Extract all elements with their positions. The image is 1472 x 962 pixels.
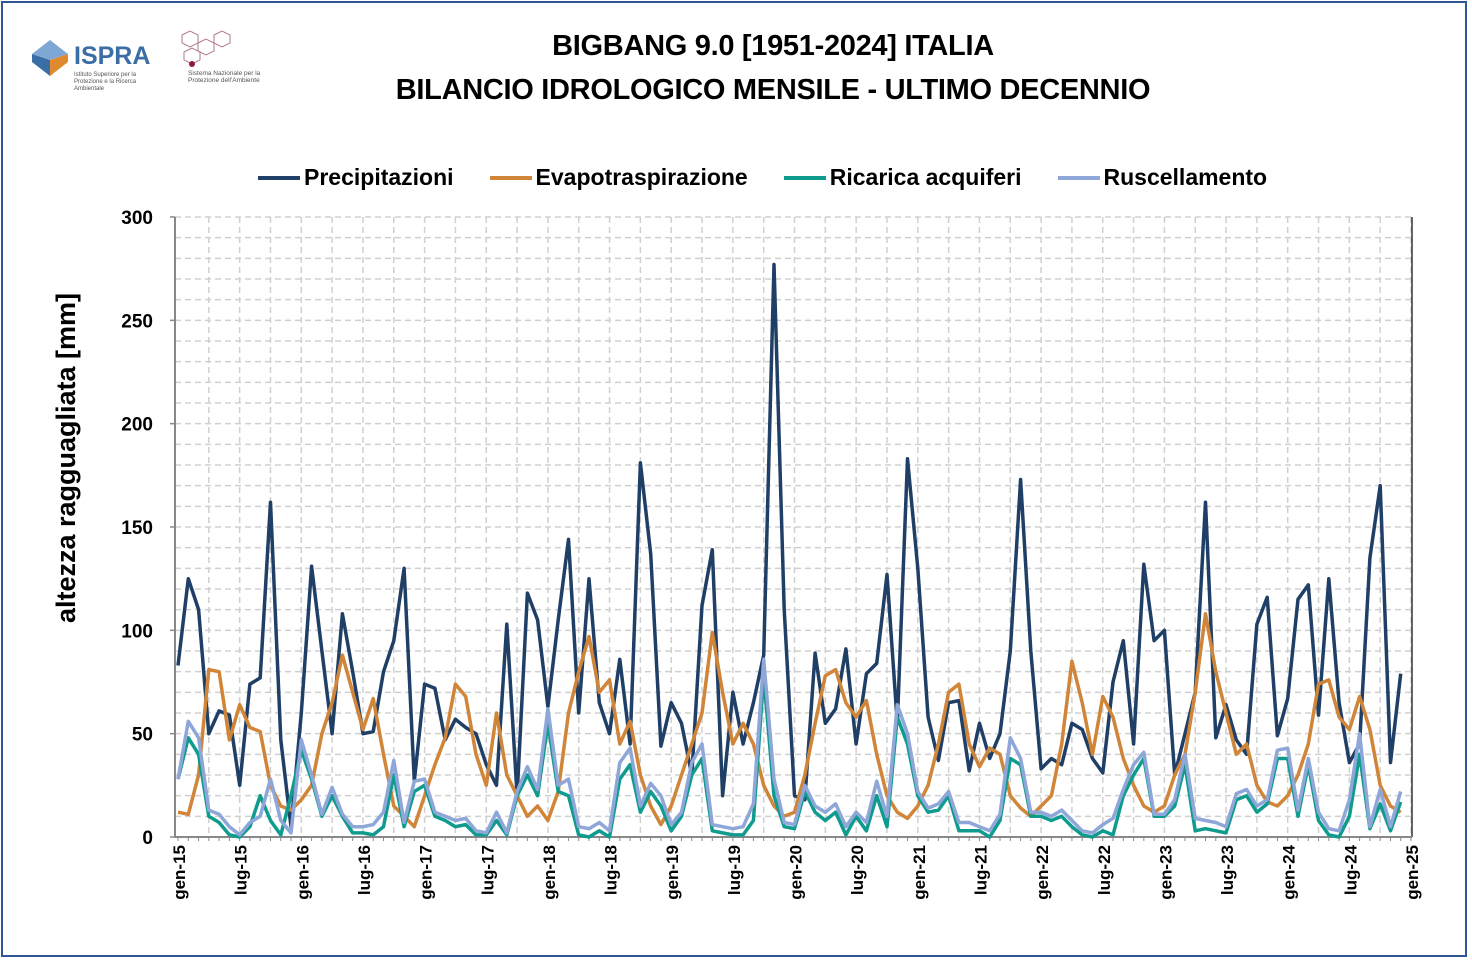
- legend-swatch: [783, 175, 826, 180]
- legend-swatch: [1057, 175, 1100, 180]
- series-line-ricarica-acquiferi: [176, 674, 1403, 839]
- x-tick-label: lug-15: [232, 845, 251, 895]
- x-tick-label: lug-19: [725, 845, 744, 895]
- x-tick-label: gen-24: [1280, 844, 1299, 899]
- ispra-diamond-icon: [32, 40, 68, 76]
- x-tick-label: lug-16: [355, 845, 374, 895]
- y-tick-label: 100: [121, 621, 153, 642]
- legend-label: Ruscellamento: [1103, 164, 1268, 190]
- legend-label: Evapotraspirazione: [535, 164, 748, 190]
- snpa-logo-subtitle: Sistema Nazionale per la Protezione dell…: [188, 70, 261, 84]
- x-tick-label: gen-22: [1033, 845, 1052, 900]
- chart-title-line1: BIGBANG 9.0 [1951-2024] ITALIA: [552, 30, 994, 62]
- x-tick-label: lug-22: [1095, 845, 1114, 895]
- legend-swatch: [258, 175, 300, 180]
- series-line-evapotraspirazione: [177, 612, 1402, 829]
- x-tick-label: gen-23: [1156, 845, 1175, 900]
- x-tick-label: lug-21: [971, 845, 990, 895]
- x-tick-label: gen-18: [540, 845, 559, 900]
- chart-title-line2: BILANCIO IDROLOGICO MENSILE - ULTIMO DEC…: [395, 74, 1151, 106]
- x-tick-label: lug-20: [848, 845, 867, 895]
- y-tick-label: 50: [132, 725, 153, 746]
- legend-label: Precipitazioni: [304, 164, 454, 190]
- ispra-logo-text: ISPRA: [74, 42, 151, 70]
- x-tick-label: lug-18: [602, 845, 621, 895]
- x-tick-label: lug-24: [1341, 844, 1360, 895]
- y-tick-label: 0: [142, 828, 153, 849]
- x-tick-label: gen-20: [787, 845, 806, 900]
- y-tick-label: 300: [121, 208, 153, 229]
- ispra-logo-subtitle: Istituto Superiore per la Protezione e l…: [74, 72, 137, 92]
- x-tick-label: gen-19: [663, 845, 682, 900]
- x-tick-label: gen-21: [910, 845, 929, 900]
- x-tick-label: gen-15: [170, 845, 189, 900]
- legend-item-ricarica: Ricarica acquiferi: [783, 164, 1022, 191]
- y-axis-label: altezza ragguagliata [mm]: [51, 293, 81, 623]
- legend-item-ruscellamento: Ruscellamento: [1057, 164, 1268, 191]
- legend-swatch: [489, 175, 532, 180]
- snpa-molecule-icon: [181, 30, 231, 67]
- y-tick-label: 250: [121, 311, 153, 332]
- x-tick-label: gen-17: [417, 845, 436, 900]
- series-line-ruscellamento: [176, 657, 1403, 837]
- legend-item-precipitazioni: Precipitazioni: [258, 164, 454, 191]
- snpa-logo: Sistema Nazionale per la Protezione dell…: [172, 30, 267, 90]
- x-tick-label: lug-17: [478, 845, 497, 895]
- x-tick-label: lug-23: [1218, 845, 1237, 895]
- x-tick-label: gen-25: [1403, 845, 1422, 900]
- legend-label: Ricarica acquiferi: [829, 164, 1022, 190]
- chart-legend: Precipitazioni Evapotraspirazione Ricari…: [258, 164, 1267, 191]
- series-line-precipitazioni: [176, 262, 1403, 829]
- x-tick-label: gen-16: [293, 845, 312, 900]
- y-tick-label: 150: [121, 518, 153, 539]
- y-tick-label: 200: [121, 415, 153, 436]
- legend-item-evapotraspirazione: Evapotraspirazione: [489, 164, 748, 191]
